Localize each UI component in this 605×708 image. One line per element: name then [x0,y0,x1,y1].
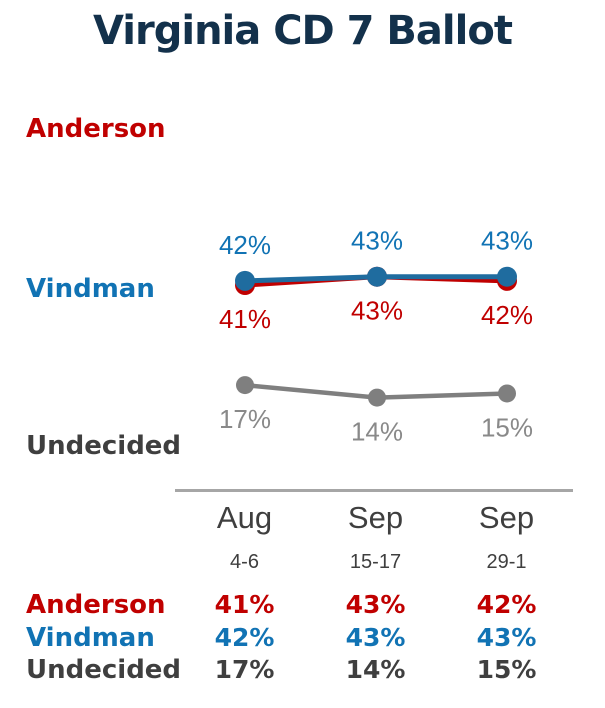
column-header-month: Sep [478,500,535,535]
trend-line-chart: 41% 43% 42% 42% 43% 43% 17% 14% 15% [219,226,533,447]
value-cell: 17% [214,655,275,684]
table-row-anderson: Anderson 41% 43% 42% [0,590,605,623]
row-label-anderson: Anderson [26,590,166,620]
column-header-month: Sep [347,500,404,535]
value-cell: 14% [345,655,406,684]
page-title: Virginia CD 7 Ballot [93,8,513,54]
data-point-vindman [497,266,517,287]
point-value-label-vindman: 42% [219,230,271,260]
column-header-dates: 4-6 [230,551,259,573]
data-point-undecided [236,376,254,395]
point-value-label-vindman: 43% [481,226,533,256]
value-cell: 43% [345,623,406,652]
value-cell: 43% [345,590,406,619]
point-value-label-anderson: 41% [219,304,271,334]
point-value-label-undecided: 14% [351,417,403,447]
table-month-header-row: Aug Sep Sep [0,500,605,536]
value-cell: 42% [214,623,275,652]
point-value-label-anderson: 42% [481,300,533,330]
table-row-undecided: Undecided 17% 14% 15% [0,655,605,688]
series-label-anderson: Anderson [26,114,166,144]
point-value-label-vindman: 43% [351,226,403,256]
column-header-dates: 15-17 [349,551,402,573]
data-point-vindman [367,266,387,287]
data-point-undecided [498,384,516,403]
row-label-vindman: Vindman [26,623,155,653]
value-cell: 15% [476,655,537,684]
value-cell: 42% [476,590,537,619]
series-label-undecided: Undecided [26,431,182,461]
column-header-dates: 29-1 [486,551,527,573]
table-dates-header-row: 4-6 15-17 29-1 [0,551,605,574]
point-value-label-undecided: 17% [219,404,271,434]
series-label-vindman: Vindman [26,274,155,304]
row-label-undecided: Undecided [26,655,182,685]
table-row-vindman: Vindman 42% 43% 43% [0,623,605,656]
data-point-undecided [368,388,386,407]
point-value-label-anderson: 43% [351,296,403,326]
point-value-label-undecided: 15% [481,412,533,442]
table-divider [175,489,573,492]
value-cell: 41% [214,590,275,619]
data-point-vindman [235,270,255,291]
value-cell: 43% [476,623,537,652]
column-header-month: Aug [216,500,273,535]
